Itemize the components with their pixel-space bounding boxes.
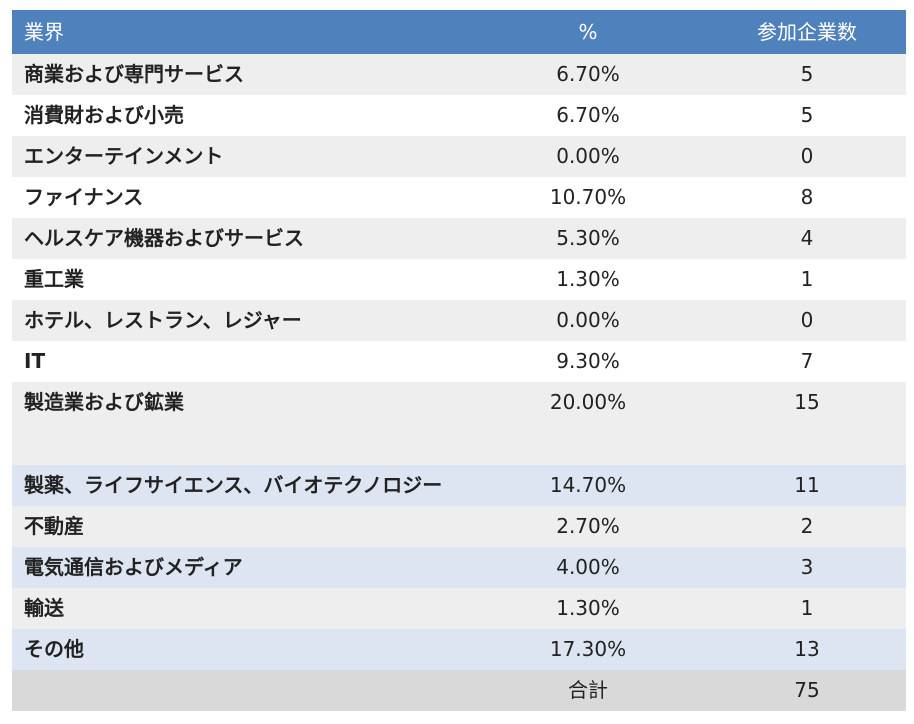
industry-cell: 輸送 — [24, 596, 64, 620]
count-cell: 15 — [794, 390, 820, 414]
count-cell: 8 — [800, 185, 814, 209]
industry-cell: 消費財および小売 — [24, 103, 184, 127]
percent-cell: 5.30% — [556, 226, 620, 250]
table-row: 製薬、ライフサイエンス、バイオテクノロジー 14.70% 11 — [12, 465, 906, 506]
total-count: 75 — [794, 678, 820, 702]
table-row: その他 17.30% 13 — [12, 629, 906, 670]
industry-cell: 重工業 — [24, 267, 84, 291]
industry-cell: ヘルスケア機器およびサービス — [24, 226, 304, 250]
industry-cell: IT — [24, 349, 46, 373]
percent-cell: 1.30% — [556, 267, 620, 291]
count-cell: 4 — [800, 226, 814, 250]
industry-cell: 不動産 — [24, 514, 84, 538]
count-cell: 11 — [794, 473, 820, 497]
percent-cell: 1.30% — [556, 596, 620, 620]
percent-cell: 20.00% — [549, 390, 627, 414]
count-cell: 2 — [800, 514, 814, 538]
table-row: ヘルスケア機器およびサービス 5.30% 4 — [12, 218, 906, 259]
percent-cell: 6.70% — [556, 62, 620, 86]
industry-cell: 製造業および鉱業 — [24, 390, 184, 414]
percent-cell: 0.00% — [556, 308, 620, 332]
count-cell: 7 — [800, 349, 814, 373]
table-row: IT 9.30% 7 — [12, 341, 906, 382]
count-cell: 13 — [794, 637, 820, 661]
percent-cell: 14.70% — [549, 473, 627, 497]
count-cell: 1 — [800, 267, 814, 291]
total-label: 合計 — [568, 678, 608, 702]
industry-cell: ファイナンス — [24, 185, 144, 209]
table-row: ファイナンス 10.70% 8 — [12, 177, 906, 218]
industry-cell: その他 — [24, 637, 84, 661]
industry-cell: 電気通信およびメディア — [24, 555, 243, 579]
count-cell: 0 — [800, 308, 814, 332]
percent-cell: 17.30% — [549, 637, 627, 661]
table-footer-row: 合計 75 — [12, 670, 906, 711]
percent-cell: 9.30% — [556, 349, 620, 373]
industry-table: 業界 % 参加企業数 商業および専門サービス 6.70% 5 消費財および小売 … — [12, 10, 906, 711]
industry-cell: 製薬、ライフサイエンス、バイオテクノロジー — [24, 473, 443, 497]
percent-cell: 6.70% — [556, 103, 620, 127]
percent-cell: 10.70% — [549, 185, 627, 209]
count-cell: 5 — [800, 62, 814, 86]
table-row: 輸送 1.30% 1 — [12, 588, 906, 629]
table-row: 商業および専門サービス 6.70% 5 — [12, 54, 906, 95]
header-percent: % — [578, 20, 598, 44]
table-row: 製造業および鉱業 20.00% 15 — [12, 382, 906, 465]
percent-cell: 0.00% — [556, 144, 620, 168]
table-row: 電気通信およびメディア 4.00% 3 — [12, 547, 906, 588]
percent-cell: 2.70% — [556, 514, 620, 538]
percent-cell: 4.00% — [556, 555, 620, 579]
count-cell: 0 — [800, 144, 814, 168]
table-header-row: 業界 % 参加企業数 — [12, 10, 906, 54]
table-row: 不動産 2.70% 2 — [12, 506, 906, 547]
industry-cell: ホテル、レストラン、レジャー — [24, 308, 302, 332]
table-row: エンターテインメント 0.00% 0 — [12, 136, 906, 177]
industry-cell: エンターテインメント — [24, 144, 224, 168]
header-count: 参加企業数 — [757, 20, 857, 44]
header-industry: 業界 — [24, 20, 64, 44]
table-row: 重工業 1.30% 1 — [12, 259, 906, 300]
table-row: 消費財および小売 6.70% 5 — [12, 95, 906, 136]
count-cell: 5 — [800, 103, 814, 127]
count-cell: 1 — [800, 596, 814, 620]
table-row: ホテル、レストラン、レジャー 0.00% 0 — [12, 300, 906, 341]
count-cell: 3 — [800, 555, 814, 579]
industry-cell: 商業および専門サービス — [24, 62, 244, 86]
